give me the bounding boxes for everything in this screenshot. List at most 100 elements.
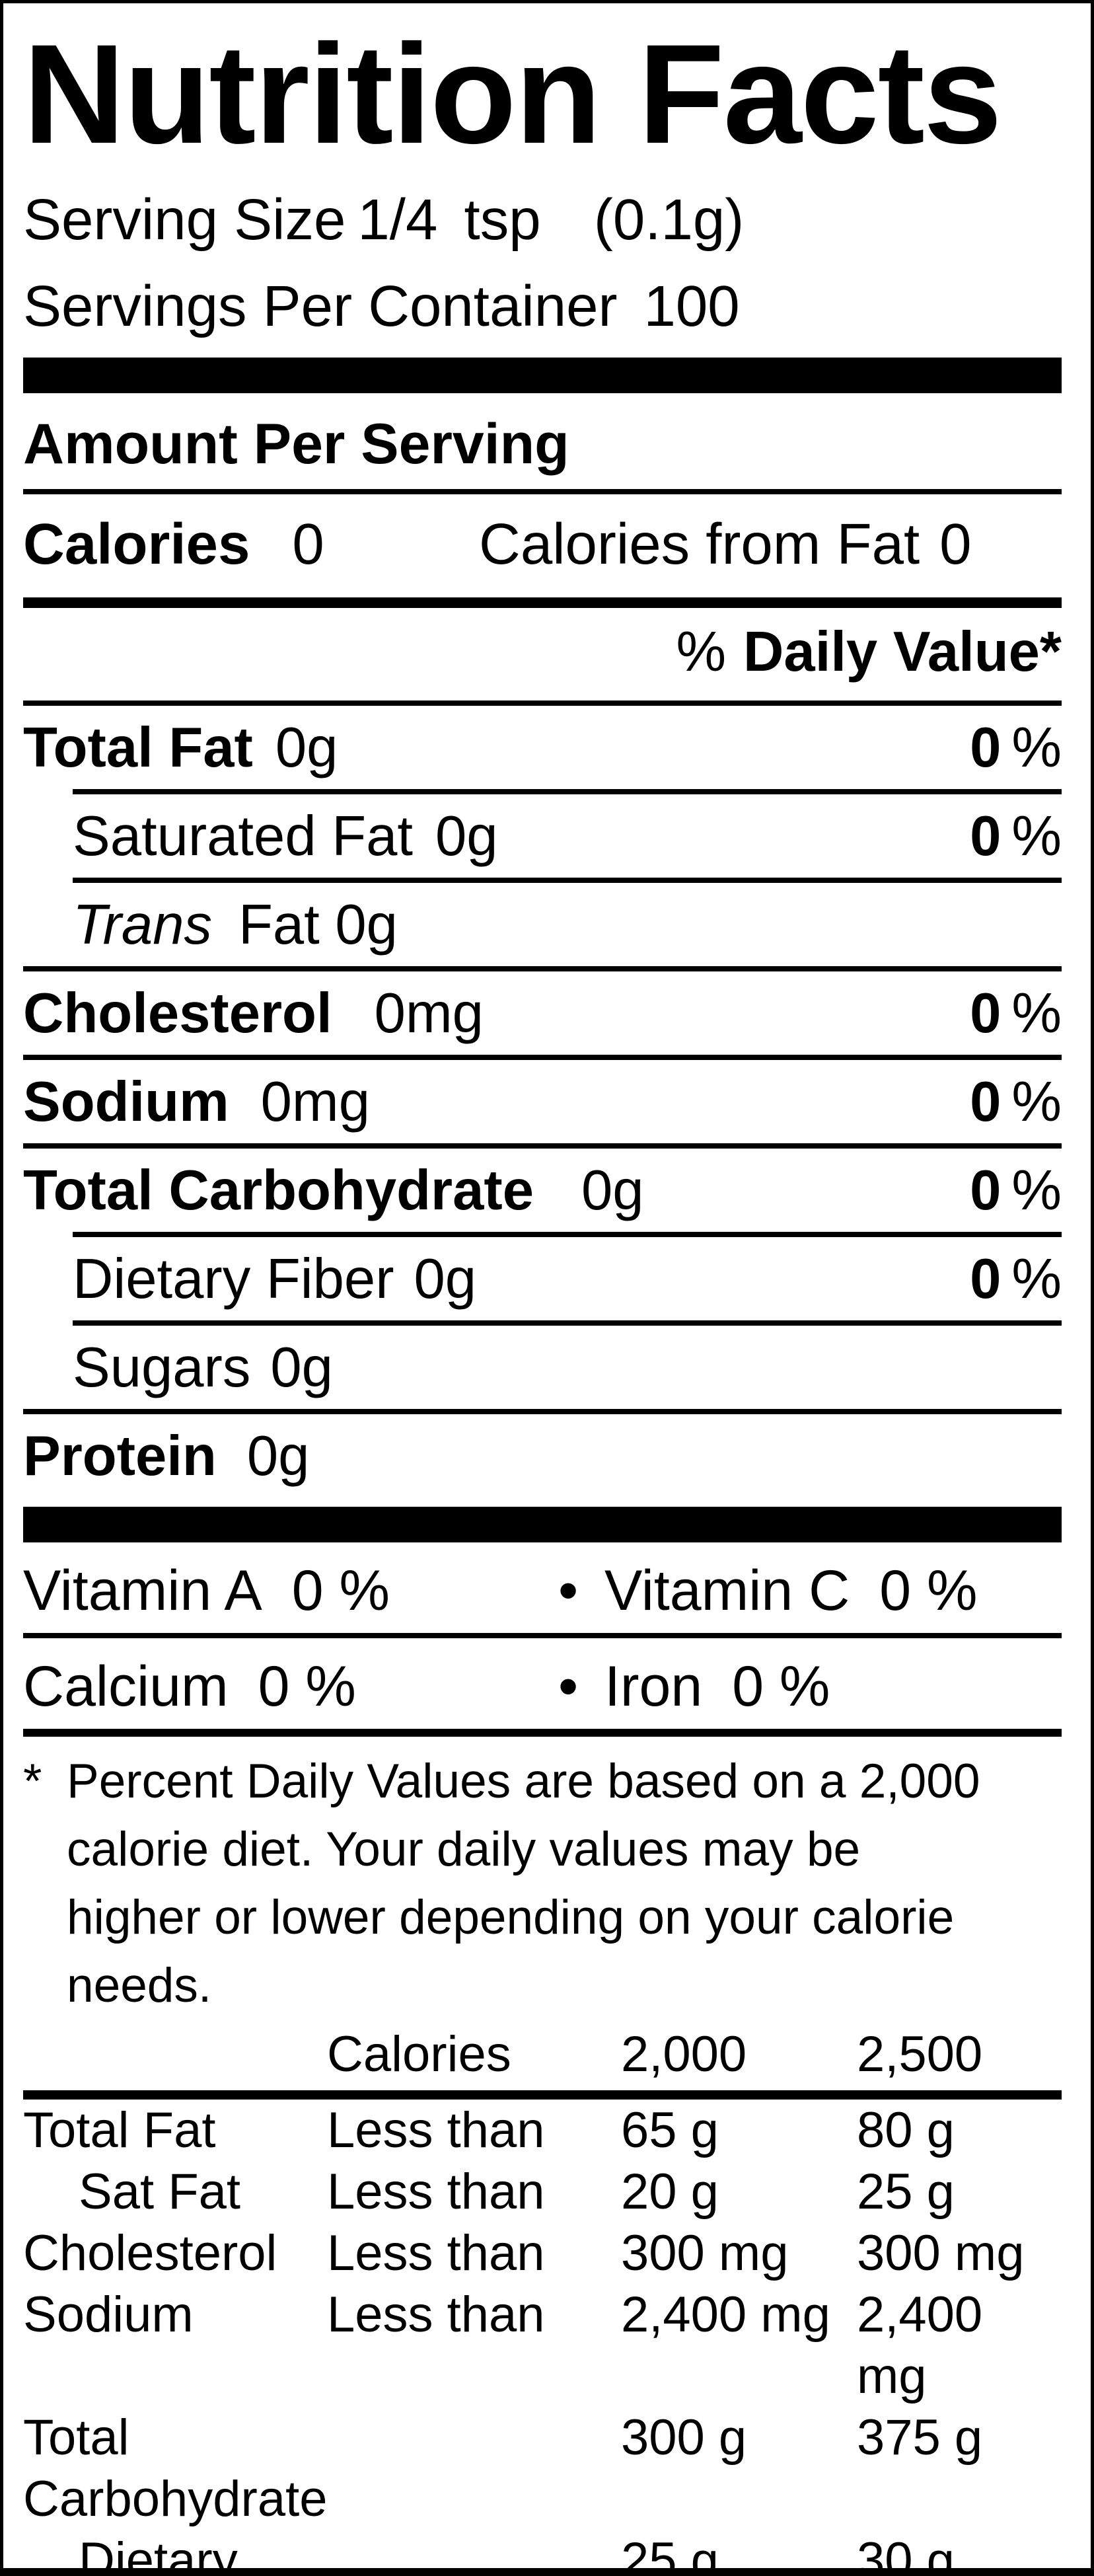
header-2500: 2,500 bbox=[857, 2026, 983, 2082]
row-name: Cholesterol bbox=[23, 2225, 277, 2281]
row-value-2500: 2,400 mg bbox=[857, 2287, 983, 2404]
vitamin-name: Iron bbox=[604, 1655, 703, 1718]
dv-table-row-cholesterol: Cholesterol Less than 300 mg 300 mg bbox=[23, 2222, 1062, 2284]
servings-per-container-value: 100 bbox=[643, 274, 740, 338]
vitamin-name: Vitamin C bbox=[604, 1559, 850, 1622]
nutrient-name: Cholesterol bbox=[23, 982, 332, 1045]
section-divider-bar bbox=[23, 1507, 1062, 1542]
nutrient-row-sugars: Sugars 0g bbox=[23, 1326, 1062, 1409]
row-value-2000: 25 g bbox=[621, 2532, 719, 2576]
bullet-separator: • bbox=[558, 1559, 579, 1622]
dv-table-row-total-fat: Total Fat Less than 65 g 80 g bbox=[23, 2100, 1062, 2161]
vitamin-c-cell: Vitamin C 0 % bbox=[604, 1558, 1062, 1624]
nutrient-amount: 0g bbox=[275, 716, 338, 779]
nutrient-dv: 0% bbox=[970, 1158, 1062, 1223]
row-condition: Less than bbox=[327, 2164, 545, 2220]
row-name: Sat Fat bbox=[79, 2164, 240, 2220]
nutrient-dv: 0% bbox=[970, 716, 1062, 780]
row-condition bbox=[327, 2530, 621, 2568]
row-value-2000: 300 mg bbox=[621, 2225, 789, 2281]
row-value-2000: 20 g bbox=[621, 2164, 719, 2220]
dv-table-header: Calories 2,000 2,500 bbox=[23, 2024, 1062, 2085]
nutrient-name: Saturated Fat bbox=[73, 805, 414, 868]
divider bbox=[23, 1633, 1062, 1638]
dv-table-row-total-carbohydrate: Total Carbohydrate 300 g 375 g bbox=[23, 2407, 1062, 2530]
vitamin-name: Calcium bbox=[23, 1655, 229, 1718]
amount-per-serving-heading: Amount Per Serving bbox=[23, 412, 569, 476]
header-calories: Calories bbox=[327, 2026, 511, 2082]
footnote-text: Percent Daily Values are based on a 2,00… bbox=[67, 1755, 980, 2012]
iron-cell: Iron 0 % bbox=[604, 1654, 1062, 1720]
row-condition: Less than bbox=[327, 2102, 545, 2158]
nutrient-name: Protein bbox=[23, 1425, 217, 1488]
calories-from-fat-label: Calories from Fat bbox=[479, 512, 920, 576]
serving-size-label: Serving Size bbox=[23, 188, 346, 252]
divider-indented bbox=[73, 878, 1062, 883]
calories-value: 0 bbox=[292, 512, 324, 576]
row-name: Total Carbohydrate bbox=[23, 2409, 328, 2527]
vitamin-amount: 0 % bbox=[732, 1655, 830, 1718]
nutrient-dv: 0% bbox=[970, 1247, 1062, 1312]
nutrient-name: Total Fat bbox=[23, 716, 253, 779]
nutrient-name: Sugars bbox=[73, 1336, 251, 1399]
page-title: Nutrition Facts bbox=[23, 15, 1002, 173]
nutrient-name: Trans bbox=[73, 893, 212, 956]
dv-value: 0 bbox=[970, 716, 1002, 779]
dv-value: 0 bbox=[970, 805, 1002, 868]
divider bbox=[23, 1409, 1062, 1414]
dv-table-row-sodium: Sodium Less than 2,400 mg 2,400 mg bbox=[23, 2284, 1062, 2407]
row-value-2000: 65 g bbox=[621, 2102, 719, 2158]
dv-unit: % bbox=[1011, 1071, 1062, 1133]
divider-indented bbox=[73, 1320, 1062, 1326]
dv-unit: % bbox=[1011, 716, 1062, 779]
vitamin-amount: 0 % bbox=[291, 1559, 390, 1622]
daily-value-label: Daily Value* bbox=[743, 621, 1062, 683]
header-spacer bbox=[23, 2024, 327, 2085]
daily-value-header: % Daily Value* bbox=[23, 608, 1062, 701]
row-value-2500: 375 g bbox=[857, 2409, 983, 2466]
dv-value: 0 bbox=[970, 1248, 1002, 1310]
header-2000: 2,000 bbox=[621, 2026, 747, 2082]
nutrient-amount: 0g bbox=[270, 1336, 333, 1399]
serving-size-value: 1/4 tsp (0.1g) bbox=[357, 188, 745, 252]
divider bbox=[23, 701, 1062, 706]
nutrient-amount: 0g bbox=[246, 1425, 310, 1488]
vitamin-a-cell: Vitamin A 0 % bbox=[23, 1558, 532, 1624]
row-condition: Less than bbox=[327, 2287, 545, 2343]
divider bbox=[23, 489, 1062, 494]
dv-unit: % bbox=[1011, 1159, 1062, 1222]
nutrient-row-total-carbohydrate: Total Carbohydrate 0g 0% bbox=[23, 1149, 1062, 1232]
row-condition bbox=[327, 2407, 621, 2530]
serving-size-row: Serving Size 1/4 tsp (0.1g) bbox=[23, 176, 1062, 263]
nutrient-amount: 0g bbox=[414, 1248, 477, 1310]
nutrient-row-cholesterol: Cholesterol 0mg 0% bbox=[23, 971, 1062, 1055]
dv-table-row-sat-fat: Sat Fat Less than 20 g 25 g bbox=[23, 2161, 1062, 2222]
nutrient-name: Sodium bbox=[23, 1071, 229, 1133]
calories-from-fat-value: 0 bbox=[939, 512, 972, 576]
row-name: Total Fat bbox=[23, 2102, 216, 2158]
divider-indented bbox=[73, 1232, 1062, 1237]
dv-unit: % bbox=[1011, 982, 1062, 1045]
vitamin-row-a-c: Vitamin A 0 % • Vitamin C 0 % bbox=[23, 1542, 1062, 1633]
divider-medium bbox=[23, 1729, 1062, 1737]
dv-value: 0 bbox=[970, 982, 1002, 1045]
calcium-cell: Calcium 0 % bbox=[23, 1654, 532, 1720]
nutrient-name: Total Carbohydrate bbox=[23, 1159, 534, 1222]
nutrient-row-saturated-fat: Saturated Fat 0g 0% bbox=[23, 794, 1062, 878]
nutrient-dv: 0% bbox=[970, 1070, 1062, 1135]
nutrient-amount: Fat 0g bbox=[238, 893, 398, 956]
calories-from-fat: Calories from Fat 0 bbox=[479, 511, 972, 578]
row-value-2500: 300 mg bbox=[857, 2225, 1025, 2281]
vitamin-name: Vitamin A bbox=[23, 1559, 262, 1622]
vitamin-amount: 0 % bbox=[879, 1559, 978, 1622]
nutrient-amount: 0g bbox=[435, 805, 498, 868]
nutrient-amount: 0mg bbox=[260, 1071, 371, 1133]
nutrient-dv: 0% bbox=[970, 981, 1062, 1046]
section-divider-bar bbox=[23, 358, 1062, 393]
row-value-2000: 300 g bbox=[621, 2409, 747, 2466]
nutrient-row-dietary-fiber: Dietary Fiber 0g 0% bbox=[23, 1237, 1062, 1320]
vitamin-row-calcium-iron: Calcium 0 % • Iron 0 % bbox=[23, 1638, 1062, 1729]
nutrient-row-trans-fat: Trans Fat 0g bbox=[23, 883, 1062, 966]
divider-heavy bbox=[23, 597, 1062, 608]
